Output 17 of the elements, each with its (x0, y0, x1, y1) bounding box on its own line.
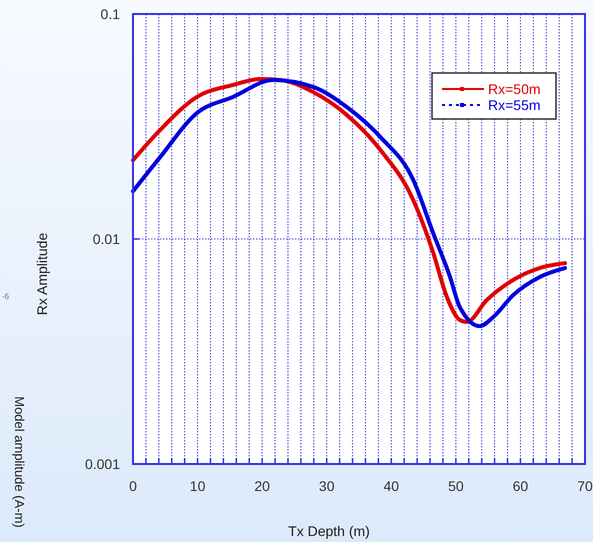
y-tick-label: 0.001 (84, 456, 120, 472)
x-tick-label: 30 (318, 478, 335, 494)
legend-label: Rx=50m (488, 81, 541, 97)
x-tick-label: 60 (512, 478, 528, 494)
x-tick-label: 0 (129, 478, 138, 494)
y-axis-title: Rx Amplitude (34, 232, 50, 316)
x-tick-label: 70 (577, 478, 593, 494)
x-axis-title: Tx Depth (m) (288, 523, 370, 539)
x-tick-label: 10 (190, 478, 206, 494)
text: -6 (2, 292, 10, 301)
x-tick-label: 50 (448, 478, 464, 494)
x-tick-label: 40 (383, 478, 400, 494)
y-tick-label: 0.01 (92, 231, 120, 247)
x-tick-label: 20 (254, 478, 270, 494)
text: Model amplitude (A-m) (12, 396, 27, 528)
legend-label: Rx=55m (488, 97, 541, 113)
y-tick-label: 0.1 (100, 6, 120, 22)
